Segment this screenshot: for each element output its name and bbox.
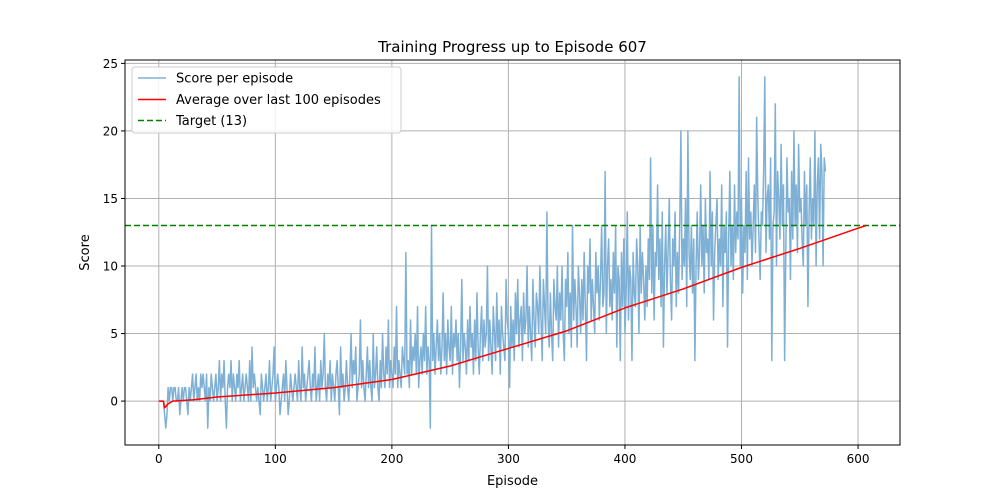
plot-area <box>125 76 900 429</box>
x-tick-label: 100 <box>264 452 287 466</box>
legend-entry-target: Target (13) <box>175 114 247 129</box>
y-tick-label: 25 <box>103 57 118 71</box>
y-tick-label: 5 <box>110 327 118 341</box>
x-tick-label: 200 <box>380 452 403 466</box>
legend: Score per episode Average over last 100 … <box>131 66 402 134</box>
y-axis-label: Score <box>78 234 93 270</box>
x-tick-label: 400 <box>614 452 637 466</box>
x-tick-label: 300 <box>497 452 520 466</box>
y-tick-label: 20 <box>103 124 118 138</box>
series-line-average <box>158 224 867 409</box>
ticks: 0 100 200 300 400 500 600 0 5 10 15 20 25 <box>103 57 870 466</box>
y-tick-label: 0 <box>110 395 118 409</box>
legend-entry-average: Average over last 100 episodes <box>176 93 381 108</box>
x-axis-label: Episode <box>487 474 538 489</box>
y-tick-label: 10 <box>103 260 118 274</box>
x-tick-label: 600 <box>847 452 870 466</box>
chart-title: Training Progress up to Episode 607 <box>377 38 647 56</box>
axes-frame <box>124 59 901 446</box>
legend-entry-score: Score per episode <box>176 72 293 87</box>
x-tick-label: 0 <box>155 452 163 466</box>
series-line-score <box>159 76 827 429</box>
legend-box <box>131 66 402 134</box>
x-tick-label: 500 <box>730 452 753 466</box>
y-tick-label: 15 <box>103 192 118 206</box>
